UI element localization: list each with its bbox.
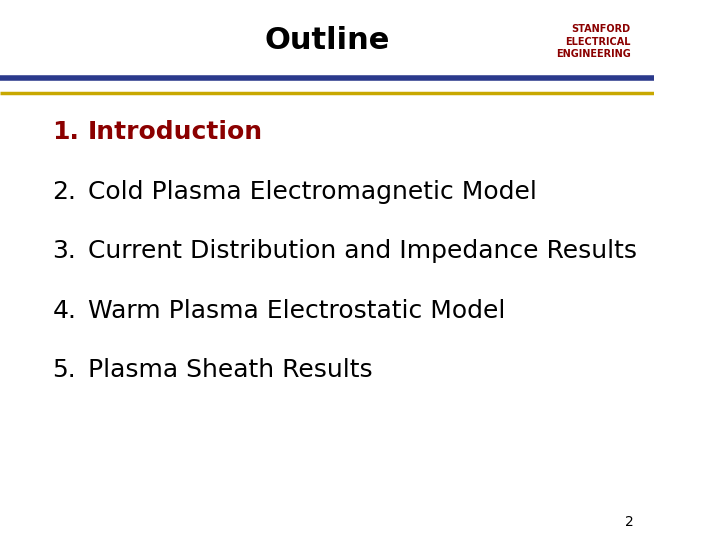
Text: Introduction: Introduction <box>89 120 264 144</box>
Text: 4.: 4. <box>53 299 76 322</box>
Text: Warm Plasma Electrostatic Model: Warm Plasma Electrostatic Model <box>89 299 505 322</box>
Text: 3.: 3. <box>53 239 76 263</box>
Text: STANFORD
ELECTRICAL
ENGINEERING: STANFORD ELECTRICAL ENGINEERING <box>556 24 631 59</box>
Text: 5.: 5. <box>53 358 76 382</box>
Text: 2: 2 <box>625 515 634 529</box>
Text: 2.: 2. <box>53 180 76 204</box>
Text: 1.: 1. <box>53 120 79 144</box>
Text: Cold Plasma Electromagnetic Model: Cold Plasma Electromagnetic Model <box>89 180 537 204</box>
Text: Outline: Outline <box>264 26 390 55</box>
Text: Current Distribution and Impedance Results: Current Distribution and Impedance Resul… <box>89 239 637 263</box>
Text: Plasma Sheath Results: Plasma Sheath Results <box>89 358 373 382</box>
